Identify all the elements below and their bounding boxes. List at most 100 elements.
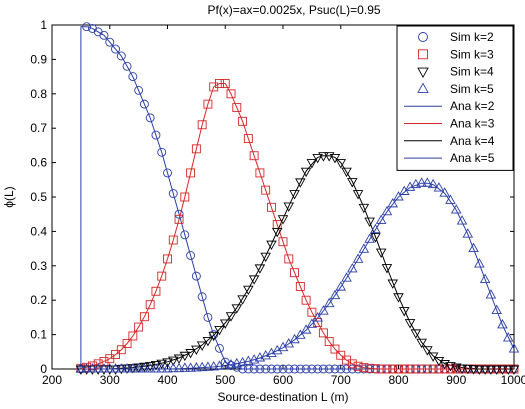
data-point <box>203 312 213 322</box>
data-point <box>92 363 104 373</box>
data-point <box>445 194 456 204</box>
y-tick-label: 1 <box>40 18 47 32</box>
data-point <box>156 363 167 373</box>
data-point <box>358 243 370 253</box>
data-point <box>352 253 364 263</box>
data-point <box>393 293 404 303</box>
data-point <box>284 364 294 374</box>
data-point <box>416 338 427 349</box>
data-point <box>364 217 375 227</box>
data-point <box>399 364 409 374</box>
data-point <box>370 364 380 374</box>
legend-marker <box>417 82 429 93</box>
data-point <box>313 364 323 374</box>
y-tick-label: 0.2 <box>30 293 47 307</box>
y-axis: 0 0.1 0.2 0.3 0.4 0.5 0.6 0.7 0.8 0.9 1 <box>30 18 514 376</box>
data-point <box>157 147 167 157</box>
data-point <box>127 363 139 373</box>
data-point <box>301 364 311 374</box>
data-point <box>404 319 416 329</box>
data-point <box>450 204 462 214</box>
data-point <box>497 319 508 329</box>
data-point <box>375 214 387 224</box>
data-point <box>427 352 439 362</box>
data-point <box>255 168 265 178</box>
data-point <box>364 233 375 243</box>
data-point <box>202 336 214 347</box>
data-point <box>249 364 259 374</box>
data-point <box>375 248 387 258</box>
data-point <box>502 365 514 375</box>
data-point <box>133 363 144 373</box>
data-point <box>289 333 300 344</box>
data-point <box>151 286 161 296</box>
x-axis: 200 300 400 500 600 700 800 900 1000 <box>42 25 525 387</box>
legend-label: Ana k=4 <box>450 134 495 148</box>
y-tick-label: 0.4 <box>30 224 47 238</box>
data-point <box>290 268 299 278</box>
x-tick-label: 900 <box>446 373 466 387</box>
data-point <box>225 312 237 322</box>
data-point <box>231 304 243 314</box>
data-point <box>180 230 190 240</box>
data-point <box>422 177 433 187</box>
legend-box <box>396 25 514 171</box>
data-point <box>150 363 162 373</box>
data-point <box>312 312 323 322</box>
data-point <box>307 364 317 374</box>
data-point <box>261 185 271 195</box>
data-point <box>272 364 282 374</box>
data-point <box>209 330 219 340</box>
data-point <box>122 339 132 348</box>
legend-label: Ana k=3 <box>450 117 495 131</box>
data-point <box>508 343 520 353</box>
data-point <box>168 189 178 199</box>
data-point <box>238 364 248 374</box>
data-point <box>353 361 363 371</box>
data-point <box>179 351 191 362</box>
data-point <box>323 297 335 308</box>
data-point <box>191 144 201 154</box>
data-point <box>208 361 219 371</box>
data-point <box>186 251 196 260</box>
data-point <box>237 295 248 305</box>
data-point <box>174 209 184 219</box>
data-point <box>219 319 231 329</box>
legend-label: Ana k=5 <box>450 151 495 165</box>
data-point <box>197 120 207 130</box>
data-point <box>139 99 149 109</box>
data-point <box>497 365 508 375</box>
data-point <box>410 329 422 339</box>
data-point <box>289 190 300 200</box>
legend-label: Sim k=3 <box>450 47 494 61</box>
data-point <box>295 178 306 188</box>
data-point <box>116 51 126 61</box>
data-point <box>151 130 161 140</box>
data-point <box>462 228 474 238</box>
data-point <box>307 307 317 317</box>
data-point <box>387 197 398 208</box>
y-tick-label: 0 <box>40 362 47 376</box>
data-point <box>474 365 485 375</box>
data-point <box>284 254 294 264</box>
data-point <box>98 363 110 373</box>
data-point <box>329 153 341 164</box>
data-point <box>231 357 243 368</box>
data-point <box>202 361 214 371</box>
data-point <box>191 271 201 281</box>
data-point <box>226 89 236 99</box>
data-point <box>267 202 276 212</box>
data-point <box>248 275 260 285</box>
data-point <box>215 79 224 88</box>
data-point <box>254 264 266 274</box>
series-line-ana-k-2 <box>80 26 514 370</box>
data-point <box>502 332 514 342</box>
data-point <box>387 279 398 289</box>
data-point <box>271 227 283 238</box>
data-point <box>456 364 468 374</box>
data-point <box>93 359 103 369</box>
data-point <box>191 345 202 355</box>
data-point <box>278 237 288 247</box>
data-point <box>491 304 502 314</box>
data-point <box>347 178 358 188</box>
